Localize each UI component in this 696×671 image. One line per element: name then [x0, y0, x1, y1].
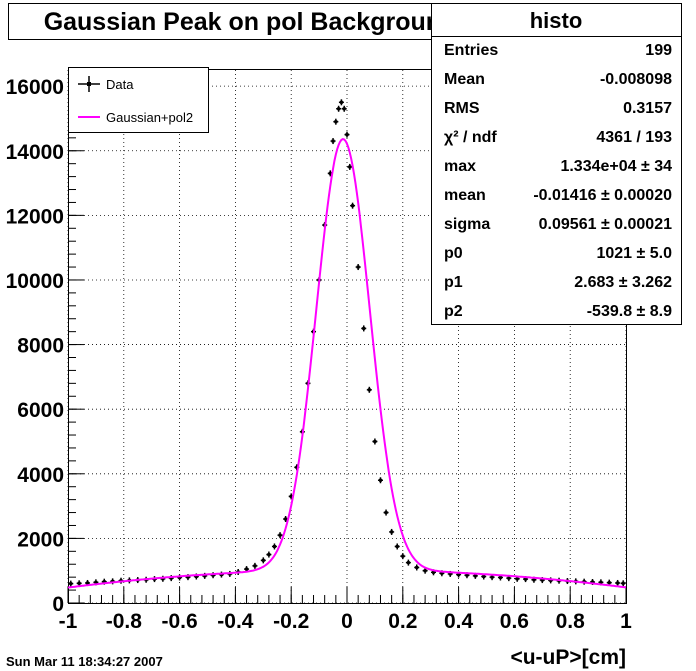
legend-fit-label: Gaussian+pol2 [106, 110, 193, 125]
stats-row-value: 2.683 ± 3.262 [574, 274, 672, 291]
stats-row-label: p1 [444, 274, 463, 291]
x-tick-label: 0.8 [556, 610, 586, 633]
data-point [372, 438, 378, 445]
data-point [336, 105, 342, 112]
legend-data-marker-dot [87, 82, 91, 86]
data-point [260, 557, 266, 564]
footer-timestamp: Sun Mar 11 18:34:27 2007 [6, 654, 163, 669]
plot-frame [68, 69, 627, 604]
x-tick-label: 0.4 [444, 610, 474, 633]
data-point [366, 386, 372, 393]
data-point [377, 477, 383, 484]
fit-curve [67, 138, 627, 589]
stats-row-label: sigma [444, 216, 490, 233]
x-tick-label: -0.4 [217, 610, 254, 633]
x-tick-label: -0.2 [273, 610, 309, 633]
data-point [422, 567, 428, 574]
y-tick-label: 0 [52, 593, 64, 616]
stats-row-value: 0.09561 ± 0.00021 [539, 216, 672, 233]
plot-title: Gaussian Peak on pol Background [44, 8, 457, 36]
data-point [405, 559, 411, 566]
x-tick-label: -1 [59, 610, 78, 633]
x-axis-ticks: -1 -0.8 -0.6 -0.4 -0.2 0 0.2 0.4 0.6 0.8 1 [59, 587, 632, 633]
data-point [414, 564, 420, 571]
stats-row-label: p2 [444, 303, 463, 320]
data-point [400, 553, 406, 560]
data-point [344, 131, 350, 138]
data-point [330, 138, 336, 145]
legend: Data Gaussian+pol2 [68, 67, 209, 133]
data-point [350, 202, 356, 209]
data-point [355, 264, 361, 271]
data-point [252, 562, 258, 569]
stats-row-label: RMS [444, 100, 480, 117]
data-point [394, 543, 400, 550]
stats-row-value: 4361 / 193 [596, 129, 672, 146]
title-box [8, 3, 493, 40]
stats-row-label: mean [444, 187, 486, 204]
x-tick-label: 0 [341, 610, 353, 633]
stats-row-label: χ² / ndf [444, 129, 497, 146]
y-tick-label: 14000 [6, 141, 64, 164]
data-point [277, 532, 283, 539]
stats-row-label: Mean [444, 71, 485, 88]
stats-row-value: -539.8 ± 8.9 [587, 303, 672, 320]
data-point [620, 580, 626, 587]
stats-row-value: -0.01416 ± 0.00020 [533, 187, 672, 204]
x-tick-label: 0.6 [500, 610, 529, 633]
stats-row-label: Entries [444, 42, 498, 59]
x-axis-label: <u-uP>[cm] [510, 646, 626, 669]
stats-box: histo Entries 199 Mean -0.008098 RMS 0.3157 χ²… [431, 3, 682, 325]
data-point [271, 543, 277, 550]
stats-row-value: -0.008098 [600, 71, 672, 88]
data-point [333, 118, 339, 125]
data-point [68, 580, 74, 587]
data-point [266, 551, 272, 558]
x-tick-label: 0.2 [388, 610, 417, 633]
stats-row-value: 1.334e+04 ± 34 [560, 158, 672, 175]
data-point [615, 579, 621, 586]
y-tick-label: 16000 [6, 76, 64, 99]
x-tick-label: -0.8 [106, 610, 143, 633]
y-tick-label: 2000 [17, 528, 64, 551]
y-tick-label: 8000 [17, 335, 64, 358]
data-point [383, 509, 389, 516]
data-point [389, 528, 395, 535]
data-point [338, 99, 344, 106]
data-point [361, 325, 367, 332]
stats-row-value: 1021 ± 5.0 [596, 245, 672, 262]
data-point [347, 163, 353, 170]
y-tick-label: 10000 [6, 270, 64, 293]
x-tick-label: 1 [620, 610, 632, 633]
x-tick-label: -0.6 [162, 610, 198, 633]
y-tick-label: 6000 [17, 399, 64, 422]
stats-row-value: 0.3157 [623, 100, 672, 117]
stats-row-value: 199 [645, 42, 672, 59]
data-point [341, 105, 347, 112]
stats-row-label: max [444, 158, 476, 175]
legend-data-label: Data [106, 77, 134, 92]
y-tick-label: 12000 [6, 205, 64, 228]
stats-row-label: p0 [444, 245, 463, 262]
y-axis-ticks: 0 2000 4000 6000 8000 10000 12000 14000 16000 [6, 72, 84, 616]
stats-title: histo [530, 8, 583, 33]
y-tick-label: 4000 [17, 464, 64, 487]
